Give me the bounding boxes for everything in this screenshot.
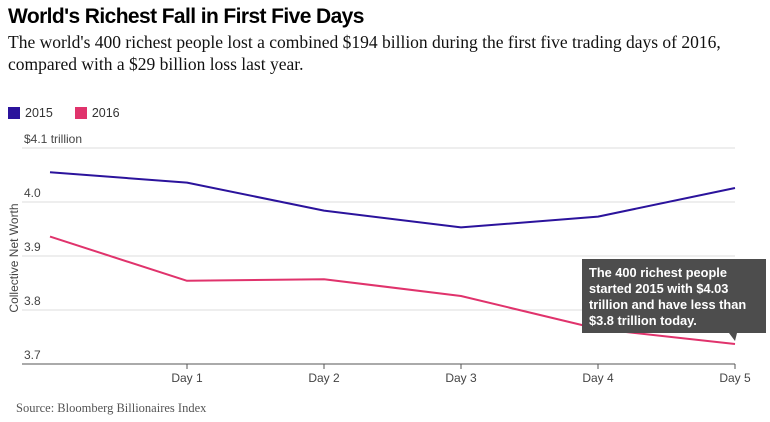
y-tick-label: 4.0 [24, 186, 41, 200]
source-note: Source: Bloomberg Billionaires Index [16, 401, 207, 415]
y-tick-label: $4.1 trillion [24, 132, 82, 146]
series-line-2015 [49, 171, 736, 229]
y-tick-label: 3.9 [24, 240, 41, 254]
chart-subtitle: The world's 400 richest people lost a co… [8, 32, 721, 74]
chart-title: World's Richest Fall in First Five Days [8, 5, 364, 28]
legend-swatch-2015 [8, 107, 20, 119]
legend-item-2015: 2015 [8, 106, 53, 120]
legend: 2015 2016 [8, 106, 142, 120]
y-axis-label: Collective Net Worth [7, 203, 21, 312]
x-tick-label: Day 4 [582, 371, 614, 385]
x-tick-label: Day 2 [308, 371, 340, 385]
annotation-pointer [729, 333, 737, 341]
legend-swatch-2016 [74, 107, 87, 119]
y-tick-label: 3.7 [24, 348, 41, 362]
annotation-box [582, 259, 766, 333]
x-tick-label: Day 1 [171, 371, 203, 385]
annotation-text: The 400 richest people started 2015 with… [589, 265, 747, 328]
x-tick-label: Day 5 [719, 371, 751, 385]
legend-label-2015: 2015 [25, 106, 53, 120]
legend-label-2016: 2016 [91, 106, 120, 120]
legend-item-2016: 2016 [74, 106, 120, 120]
x-tick-label: Day 3 [445, 371, 477, 385]
y-tick-label: 3.8 [24, 294, 41, 308]
